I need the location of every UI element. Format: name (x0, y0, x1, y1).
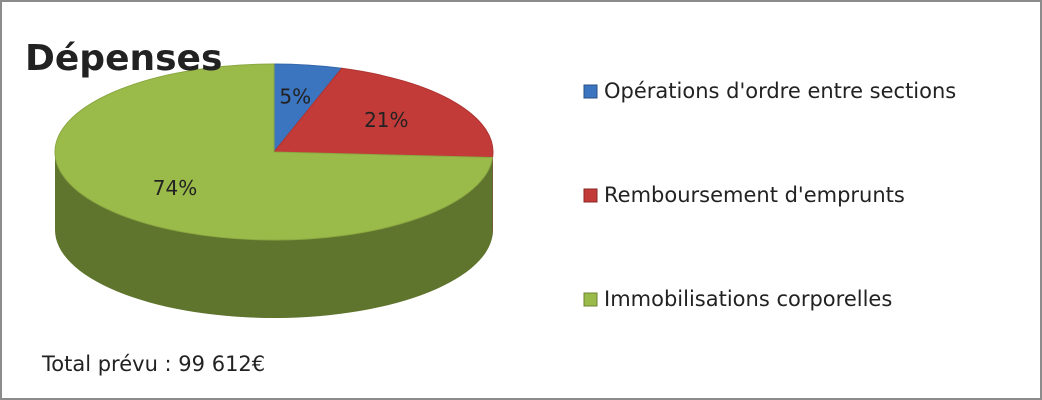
slice (54, 63, 494, 241)
data-label: 5% (279, 85, 311, 109)
legend-swatch (583, 292, 598, 307)
data-label: 74% (153, 176, 197, 200)
slice (272, 67, 494, 159)
data-label: 21% (364, 108, 408, 132)
slice-side (55, 152, 493, 318)
pie: 5% 21% 74% (54, 63, 494, 318)
legend-swatch (583, 84, 598, 99)
legend-label: Remboursement d'emprunts (604, 183, 905, 207)
legend-swatch (583, 188, 598, 203)
legend-label: Immobilisations corporelles (604, 287, 892, 311)
legend-label: Opérations d'ordre entre sections (604, 79, 956, 103)
annotation: Total prévu : 99 612€ (41, 352, 265, 376)
chart-title: Dépenses (25, 38, 222, 79)
